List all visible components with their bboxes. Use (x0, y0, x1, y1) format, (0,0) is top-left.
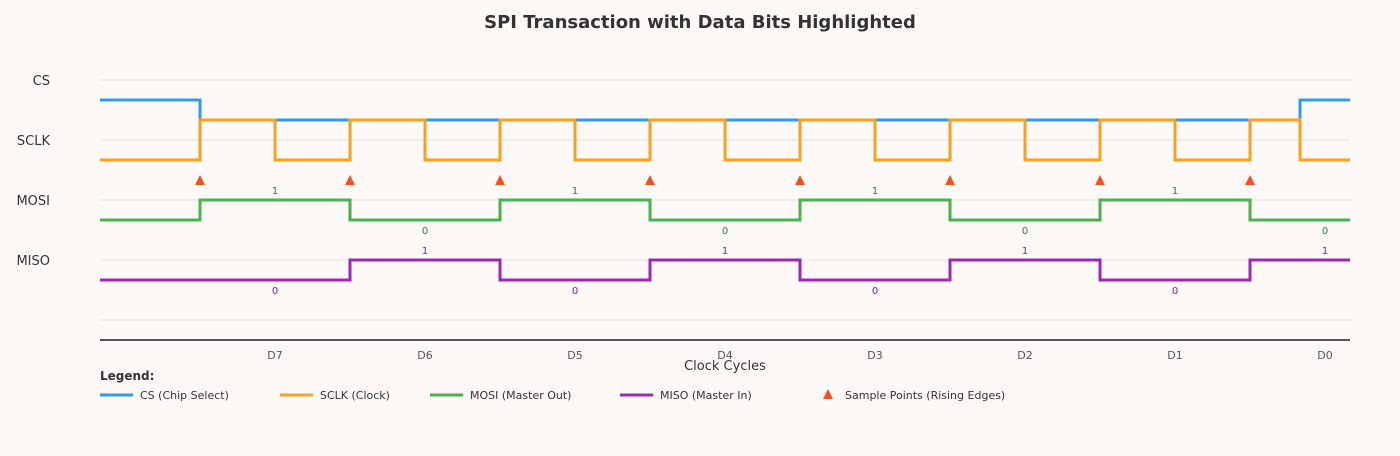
x-tick-label: D0 (1317, 349, 1332, 362)
legend-label-miso: MISO (Master In) (660, 389, 752, 402)
mosi-bit-label: 0 (422, 226, 428, 237)
miso-bit-label: 1 (1022, 246, 1028, 257)
legend-triangle-icon (823, 389, 833, 399)
y-label-mosi: MOSI (16, 194, 50, 209)
sample-point-marker (1245, 175, 1255, 185)
miso-bit-label: 1 (422, 246, 428, 257)
miso-bit-label: 1 (1322, 246, 1328, 257)
chart-title: SPI Transaction with Data Bits Highlight… (484, 12, 916, 33)
legend-title: Legend: (100, 369, 154, 383)
sclk-trace (100, 118, 1350, 162)
mosi-bit-label: 1 (572, 186, 578, 197)
sample-point-marker (945, 175, 955, 185)
sample-point-marker (345, 175, 355, 185)
y-label-miso: MISO (16, 254, 50, 269)
x-tick-label: D5 (567, 349, 582, 362)
y-label-sclk: SCLK (17, 134, 51, 149)
mosi-bit-label: 0 (1022, 226, 1028, 237)
legend-label-sclk: SCLK (Clock) (320, 389, 390, 402)
mosi-bit-label: 1 (1172, 186, 1178, 197)
miso-bit-label: 0 (572, 286, 578, 297)
miso-bit-label: 0 (872, 286, 878, 297)
x-tick-label: D1 (1167, 349, 1182, 362)
sample-point-marker (795, 175, 805, 185)
sample-point-marker (195, 175, 205, 185)
x-tick-label: D2 (1017, 349, 1032, 362)
legend-label-cs: CS (Chip Select) (140, 389, 229, 402)
mosi-bit-label: 1 (872, 186, 878, 197)
x-tick-label: D3 (867, 349, 882, 362)
x-tick-label: D7 (267, 349, 282, 362)
sample-point-marker (1095, 175, 1105, 185)
mosi-bit-label: 0 (722, 226, 728, 237)
sample-point-marker (645, 175, 655, 185)
miso-bit-label: 0 (1172, 286, 1178, 297)
miso-bit-label: 0 (272, 286, 278, 297)
mosi-bit-label: 1 (272, 186, 278, 197)
x-tick-label: D4 (717, 349, 732, 362)
mosi-trace (100, 198, 1350, 222)
miso-trace (100, 258, 1350, 282)
legend-label-sample-points: Sample Points (Rising Edges) (845, 389, 1005, 402)
x-tick-label: D6 (417, 349, 432, 362)
sample-point-marker (495, 175, 505, 185)
legend: CS (Chip Select) SCLK (Clock) MOSI (Master… (100, 389, 1005, 402)
y-label-cs: CS (33, 74, 50, 89)
mosi-bit-label: 0 (1322, 226, 1328, 237)
miso-bit-label: 1 (722, 246, 728, 257)
x-axis-label: Clock Cycles (684, 359, 766, 374)
legend-label-mosi: MOSI (Master Out) (470, 389, 571, 402)
cs-trace (100, 98, 1350, 122)
